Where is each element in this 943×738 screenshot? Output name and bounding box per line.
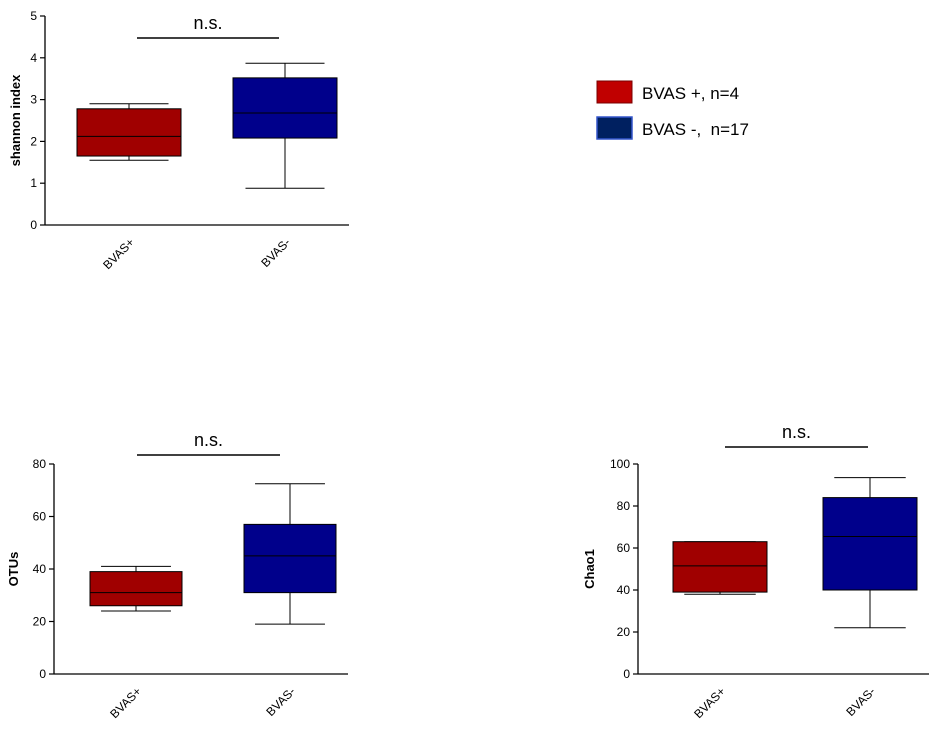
iqr-box [822, 497, 918, 591]
iqr-box [243, 523, 337, 594]
y-axis-title: OTUs [6, 552, 21, 587]
legend: BVAS +, n=4 BVAS -, n=17 [596, 80, 749, 140]
y-tick-label: 20 [617, 625, 631, 639]
box-bvas-neg [822, 477, 918, 629]
x-category-label: BVAS- [263, 684, 298, 719]
otus-panel: 0 20 40 60 80 OTUs BVAS+ BVAS-n.s. [6, 430, 348, 721]
y-tick-label: 60 [33, 510, 47, 524]
box-bvas-pos [76, 103, 182, 161]
y-tick-label: 60 [617, 541, 631, 555]
legend-label-bvas-neg: BVAS -, n=17 [642, 120, 749, 139]
y-tick-label: 0 [30, 218, 37, 232]
legend-swatch-bvas-neg [596, 116, 633, 140]
y-tick-label: 4 [30, 51, 37, 65]
iqr-box [76, 108, 182, 157]
y-axis-title: shannon index [8, 74, 23, 167]
iqr-box [672, 541, 768, 593]
iqr-box [89, 571, 183, 607]
x-category-label: BVAS- [258, 235, 293, 270]
legend-label-bvas-pos: BVAS +, n=4 [642, 84, 739, 103]
iqr-box [232, 77, 338, 139]
chao1-panel: 0 20 40 60 80 100 Chao1 BVAS+ BVAS-n.s. [582, 422, 929, 721]
y-tick-label: 3 [30, 93, 37, 107]
y-tick-label: 5 [30, 9, 37, 23]
significance-label: n.s. [782, 422, 811, 442]
y-tick-label: 80 [617, 499, 631, 513]
y-axis-title: Chao1 [582, 549, 597, 589]
box-bvas-pos [672, 541, 768, 595]
x-category-label: BVAS- [843, 684, 878, 719]
y-tick-label: 40 [617, 583, 631, 597]
legend-swatch-bvas-pos [596, 80, 633, 104]
x-category-label: BVAS+ [107, 684, 144, 721]
y-tick-label: 80 [33, 457, 47, 471]
y-tick-label: 100 [610, 457, 630, 471]
shannon-index-panel: 0 1 2 3 4 5 shannon index BVAS+ BVAS-n.s. [8, 9, 349, 272]
y-tick-label: 0 [39, 667, 46, 681]
y-tick-label: 0 [623, 667, 630, 681]
y-tick-label: 1 [30, 176, 37, 190]
x-category-label: BVAS+ [100, 235, 137, 272]
y-tick-label: 40 [33, 562, 47, 576]
box-bvas-neg [243, 483, 337, 625]
significance-label: n.s. [194, 430, 223, 450]
x-category-label: BVAS+ [691, 684, 728, 721]
y-tick-label: 20 [33, 615, 47, 629]
significance-label: n.s. [193, 13, 222, 33]
box-bvas-neg [232, 62, 338, 189]
y-tick-label: 2 [30, 134, 37, 148]
box-bvas-pos [89, 565, 183, 612]
